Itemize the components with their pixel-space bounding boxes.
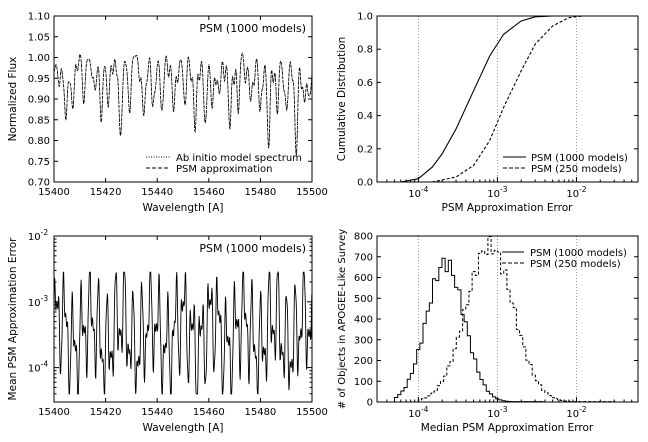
- legend-label-ab-initio: Ab initio model spectrum: [176, 153, 302, 164]
- x-tick-label: 10-4: [408, 185, 428, 200]
- panel-histogram-ylabel: # of Objects in APOGEE-Like Survey: [337, 229, 348, 409]
- x-tick-label: 15440: [141, 187, 173, 198]
- panel-cdf-ylabel: Cumulative Distribution: [336, 37, 348, 162]
- legend-label-1000: PSM (1000 models): [530, 248, 627, 259]
- y-tick-label: 0.8: [357, 45, 373, 56]
- y-tick-label: 700: [354, 252, 373, 263]
- panel-cdf-ticks: 10-4 10-3 10-2 0.0 0.2 0.4 0.6 0.8 1.0: [357, 12, 639, 200]
- y-tick-label: 200: [354, 356, 373, 367]
- panel-spectrum-ticks: 15400 15420 15440 15460 15480 15500 0.70 0.75 0.…: [28, 12, 328, 199]
- panel-histogram-legend: PSM (1000 models) PSM (250 models): [502, 248, 627, 270]
- panel-mean-error-ticks: 15400 15420 15440 15460 15480 15500 10-4 10-3 10…: [28, 228, 328, 418]
- y-tick-label: 100: [354, 377, 373, 388]
- series-ab-initio-line: [53, 53, 313, 157]
- panel-mean-error-frame: [53, 235, 313, 403]
- panel-spectrum: 15400 15420 15440 15460 15480 15500 0.70 0.75 0.…: [7, 12, 328, 215]
- y-tick-label: 0: [367, 398, 373, 409]
- panel-histogram-ticks: 10-4 10-3 10-2 0 100 200 300 400 500 600 700 800: [354, 232, 639, 420]
- legend-label-1000: PSM (1000 models): [531, 153, 628, 164]
- y-tick-label: 400: [354, 315, 373, 326]
- series-mean-error-line: [53, 270, 313, 395]
- panel-histogram-plot: [394, 236, 616, 403]
- x-tick-label: 15460: [193, 407, 225, 418]
- y-tick-label: 1.10: [28, 12, 50, 23]
- panel-mean-error-xlabel: Wavelength [A]: [142, 422, 223, 434]
- panel-spectrum-ylabel: Normalized Flux: [7, 57, 19, 142]
- y-tick-label: 0.90: [28, 95, 50, 106]
- series-psm-1000-histogram: [394, 257, 544, 403]
- panel-spectrum-plot: [53, 52, 313, 157]
- x-tick-label: 10-4: [408, 405, 428, 420]
- y-tick-label: 10-3: [28, 294, 48, 309]
- panel-histogram-grid: [418, 236, 577, 402]
- legend-label-250: PSM (250 models): [531, 164, 622, 175]
- panel-histogram-xlabel: Median PSM Approximation Error: [421, 422, 594, 434]
- series-psm-250-histogram: [417, 236, 616, 403]
- x-tick-label: 15420: [90, 187, 122, 198]
- x-tick-label: 15420: [90, 407, 122, 418]
- y-tick-label: 500: [354, 294, 373, 305]
- x-tick-label: 15400: [38, 187, 70, 198]
- panel-mean-error-plot: [53, 270, 313, 395]
- panel-cdf-xlabel: PSM Approximation Error: [442, 202, 574, 214]
- y-tick-label: 300: [354, 335, 373, 346]
- y-tick-label: 0.70: [28, 178, 50, 189]
- y-tick-label: 0.95: [28, 74, 50, 85]
- y-tick-label: 0.6: [357, 78, 373, 89]
- x-tick-label: 10-2: [566, 185, 586, 200]
- y-tick-label: 1.05: [28, 32, 50, 43]
- panel-mean-error-annotation: PSM (1000 models): [199, 242, 306, 255]
- x-tick-label: 10-3: [487, 185, 507, 200]
- x-tick-label: 15480: [244, 187, 276, 198]
- y-tick-label: 0.85: [28, 115, 50, 126]
- x-tick-label: 15480: [244, 407, 276, 418]
- y-tick-label: 10-2: [28, 228, 48, 243]
- panel-spectrum-legend: Ab initio model spectrum PSM approximati…: [146, 153, 302, 175]
- panel-spectrum-annotation: PSM (1000 models): [199, 22, 306, 35]
- panel-mean-error-ylabel: Mean PSM Approximation Error: [7, 237, 19, 401]
- series-psm-line: [53, 52, 313, 156]
- x-tick-label: 15460: [193, 187, 225, 198]
- x-tick-label: 15500: [296, 187, 328, 198]
- panel-spectrum-xlabel: Wavelength [A]: [142, 202, 223, 214]
- panel-cdf-frame: [376, 15, 639, 183]
- y-tick-label: 0.75: [28, 157, 50, 168]
- y-tick-label: 0.80: [28, 136, 50, 147]
- panel-cdf: 10-4 10-3 10-2 0.0 0.2 0.4 0.6 0.8 1.0 PSM (1000…: [336, 12, 639, 214]
- x-tick-label: 10-2: [566, 405, 586, 420]
- y-tick-label: 0.2: [357, 144, 373, 155]
- y-tick-label: 600: [354, 273, 373, 284]
- panel-mean-error: 15400 15420 15440 15460 15480 15500 10-4 10-3 10…: [7, 228, 328, 434]
- legend-label-250: PSM (250 models): [530, 259, 621, 270]
- series-psm-250-line: [377, 15, 638, 183]
- y-tick-label: 10-4: [28, 360, 48, 375]
- y-tick-label: 0.0: [357, 178, 373, 189]
- x-tick-label: 10-3: [487, 405, 507, 420]
- x-tick-label: 15440: [141, 407, 173, 418]
- x-tick-label: 15500: [296, 407, 328, 418]
- y-tick-label: 0.4: [357, 111, 373, 122]
- y-tick-label: 1.00: [28, 53, 50, 64]
- panel-cdf-legend: PSM (1000 models) PSM (250 models): [503, 153, 628, 175]
- panel-histogram: 10-4 10-3 10-2 0 100 200 300 400 500 600 700 800 PS…: [337, 229, 639, 434]
- legend-label-psm: PSM approximation: [176, 164, 272, 175]
- y-tick-label: 1.0: [357, 12, 373, 23]
- x-tick-label: 15400: [38, 407, 70, 418]
- y-tick-label: 800: [354, 232, 373, 243]
